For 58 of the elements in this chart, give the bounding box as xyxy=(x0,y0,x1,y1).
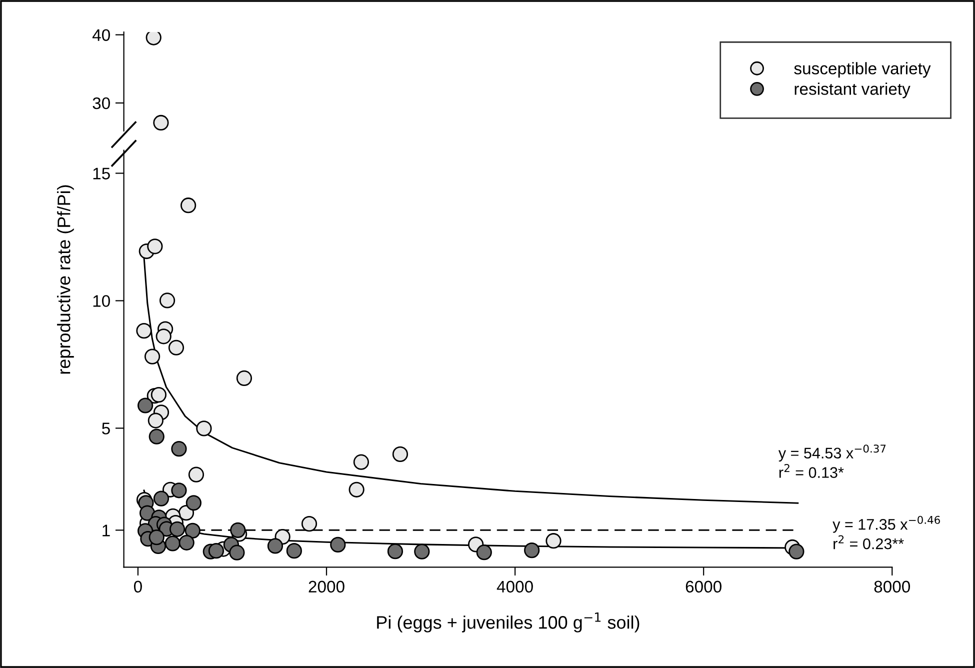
y-tick-label: 30 xyxy=(92,97,110,110)
point xyxy=(178,534,194,550)
point xyxy=(169,521,186,537)
point xyxy=(524,542,540,558)
y-tick-label: 10 xyxy=(93,295,110,307)
point xyxy=(144,348,160,364)
point xyxy=(476,544,492,560)
annotation: y = 17.35 x$^{−0.46}$ xyxy=(832,516,940,533)
legend-label: resistant variety xyxy=(794,82,910,98)
point xyxy=(156,328,172,344)
x-tick-label: 2000 xyxy=(308,580,344,593)
point xyxy=(230,522,246,538)
point xyxy=(148,412,164,428)
point xyxy=(348,482,364,498)
point xyxy=(301,516,318,532)
legend-label: susceptible variety xyxy=(794,62,931,78)
point xyxy=(267,538,284,554)
point xyxy=(171,441,187,457)
point xyxy=(147,238,163,254)
point xyxy=(164,536,180,552)
point xyxy=(196,420,212,436)
point xyxy=(414,544,430,560)
y-tick-label: 40 xyxy=(92,29,110,41)
point xyxy=(153,490,170,506)
x-tick-label: 6000 xyxy=(686,580,722,593)
point xyxy=(353,454,370,470)
point xyxy=(186,495,202,511)
x-axis-title: Pi (eggs + juveniles 100 g$^{−1}$ soil) xyxy=(377,612,640,632)
point xyxy=(286,543,302,559)
point xyxy=(150,386,167,403)
y-tick-label: 15 xyxy=(93,168,110,180)
x-tick-label: 0 xyxy=(134,580,142,593)
point xyxy=(180,198,196,214)
y-axis-title: reproductive rate (Pf/Pi) xyxy=(57,185,74,374)
point xyxy=(171,482,187,498)
point xyxy=(136,322,152,339)
x-tick-label: 8000 xyxy=(874,580,910,593)
point xyxy=(788,544,804,560)
point xyxy=(184,522,200,538)
point xyxy=(188,466,204,482)
point xyxy=(159,292,176,308)
point xyxy=(392,446,408,462)
point xyxy=(330,536,346,553)
annotation: r$^{2}$ = 0.23** xyxy=(834,535,904,550)
y-tick-label: 5 xyxy=(102,422,110,434)
point xyxy=(229,544,245,560)
annotation: y = 54.53 x$^{−0.37}$ xyxy=(778,444,886,462)
point xyxy=(236,370,252,386)
point xyxy=(546,533,562,549)
point xyxy=(168,340,184,356)
x-tick-label: 4000 xyxy=(496,580,533,593)
point xyxy=(148,529,164,546)
point xyxy=(138,398,154,414)
point xyxy=(208,543,224,559)
point xyxy=(148,428,164,444)
y-tick-label: 1 xyxy=(102,524,110,536)
annotation: r$^{2}$ = 0.13* xyxy=(779,464,844,478)
point xyxy=(387,544,404,560)
